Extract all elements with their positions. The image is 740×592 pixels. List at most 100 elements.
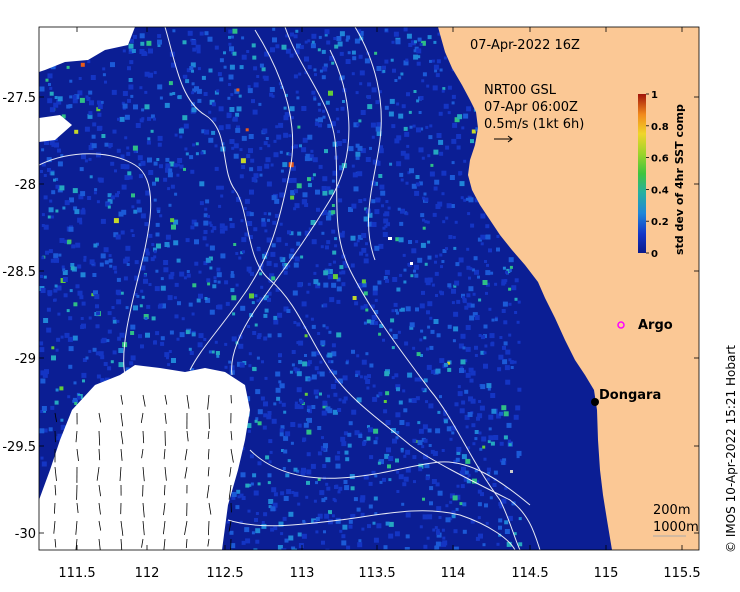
sst-pixel [339,165,344,171]
sst-pixel [417,55,421,59]
sst-pixel [253,66,258,71]
sst-pixel [299,144,302,148]
current-vector [184,466,188,479]
sst-pixel [80,62,85,67]
sst-pixel [153,250,157,254]
sst-pixel [120,154,125,159]
sst-pixel [376,131,382,136]
sst-pixel [290,165,296,171]
sst-pixel [231,492,237,497]
sst-pixel [461,454,467,460]
sst-pixel [351,203,357,209]
sst-pixel [398,237,404,243]
sst-pixel [100,355,105,360]
sst-pixel [144,317,148,320]
sst-pixel [465,197,469,201]
sst-pixel [154,286,160,292]
sst-pixel [510,366,514,369]
sst-pixel [48,83,51,86]
sst-pixel [132,145,138,151]
sst-pixel [101,134,106,138]
sst-pixel [189,66,194,70]
sst-pixel [41,461,47,467]
sst-pixel [203,220,209,226]
sst-pixel [69,79,73,83]
y-tick-label: -27.5 [2,91,36,106]
sst-pixel [116,277,121,282]
sst-pixel [321,304,325,308]
sst-pixel [294,49,300,55]
sst-pixel [241,447,245,451]
sst-pixel [306,480,310,485]
sst-pixel [307,282,311,286]
sst-pixel [405,449,411,455]
sst-pixel [471,478,477,484]
sst-pixel [337,490,341,494]
sst-pixel [429,171,435,177]
sst-pixel [382,69,386,73]
sst-pixel [420,354,423,357]
sst-pixel [450,204,455,208]
sst-pixel [182,115,188,121]
sst-pixel [336,185,340,188]
sst-pixel [204,31,209,36]
sst-pixel [62,277,68,282]
sst-pixel [294,144,299,149]
current-vector [76,502,79,514]
sst-pixel [336,286,342,292]
sst-pixel [323,303,328,308]
sst-pixel [131,49,136,53]
sst-pixel [150,114,155,119]
sst-pixel [305,314,309,318]
sst-pixel [232,116,238,122]
sst-pixel [244,198,250,204]
sst-pixel [517,300,521,304]
sst-pixel [252,109,258,115]
sst-pixel [84,126,90,132]
sst-pixel [313,520,318,524]
sst-pixel [231,495,236,500]
sst-pixel [470,519,475,524]
sst-pixel [255,528,261,534]
sst-pixel [216,305,220,310]
sst-pixel [170,184,175,189]
sst-pixel [330,360,334,364]
sst-pixel [247,221,253,226]
sst-pixel [456,145,461,150]
sst-pixel [484,344,488,348]
sst-pixel [122,91,128,96]
sst-pixel [384,453,390,459]
sst-pixel [263,413,268,418]
sst-pixel [83,258,87,262]
sst-pixel [228,83,232,86]
sst-pixel [506,268,511,273]
sst-pixel [81,207,85,211]
sst-pixel [312,173,316,177]
sst-pixel [216,272,222,278]
sst-pixel [257,461,262,466]
sst-pixel [501,498,507,504]
sst-pixel [439,290,443,294]
sst-pixel [354,430,360,436]
sst-pixel [68,316,73,321]
sst-pixel [262,75,266,79]
colorbar [638,94,646,253]
sst-pixel [363,375,368,380]
sst-pixel [64,332,70,338]
sst-pixel [136,199,141,204]
sst-pixel [160,277,164,281]
sst-pixel [233,243,237,246]
sst-pixel [382,232,388,237]
sst-pixel [124,114,130,120]
sst-pixel [220,194,224,198]
sst-pixel [236,106,242,112]
sst-pixel [351,72,355,76]
current-vector [98,430,101,446]
sst-pixel [43,428,48,433]
sst-pixel [320,340,326,346]
sst-pixel [53,178,56,182]
sst-pixel [243,207,247,211]
sst-pixel [144,104,150,110]
current-vector [164,466,167,481]
